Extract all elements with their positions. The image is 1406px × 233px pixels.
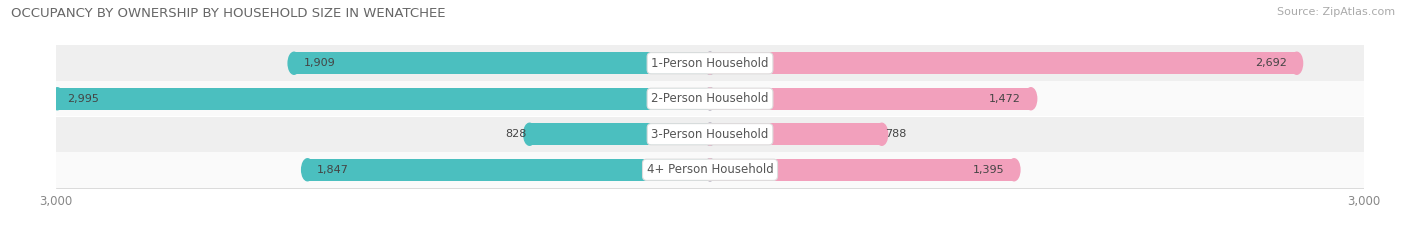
Bar <box>710 88 1031 110</box>
Text: 2-Person Household: 2-Person Household <box>651 92 769 105</box>
Bar <box>308 159 710 181</box>
Text: 3-Person Household: 3-Person Household <box>651 128 769 141</box>
Bar <box>710 159 1014 181</box>
Bar <box>710 52 1296 74</box>
Text: OCCUPANCY BY OWNERSHIP BY HOUSEHOLD SIZE IN WENATCHEE: OCCUPANCY BY OWNERSHIP BY HOUSEHOLD SIZE… <box>11 7 446 20</box>
Ellipse shape <box>1008 159 1019 181</box>
Ellipse shape <box>704 52 716 74</box>
Ellipse shape <box>1291 52 1302 74</box>
Bar <box>56 45 1364 81</box>
Ellipse shape <box>523 123 536 145</box>
Ellipse shape <box>302 159 314 181</box>
Ellipse shape <box>704 123 716 145</box>
Ellipse shape <box>1025 88 1036 110</box>
Ellipse shape <box>876 123 887 145</box>
Ellipse shape <box>52 88 63 110</box>
Ellipse shape <box>288 52 299 74</box>
Ellipse shape <box>704 123 716 145</box>
Ellipse shape <box>704 159 716 181</box>
Text: 1-Person Household: 1-Person Household <box>651 57 769 70</box>
Bar <box>58 88 710 110</box>
Bar <box>56 116 1364 152</box>
Text: 788: 788 <box>884 129 907 139</box>
Ellipse shape <box>704 88 716 110</box>
Bar <box>710 123 882 145</box>
Text: 4+ Person Household: 4+ Person Household <box>647 163 773 176</box>
Text: 1,395: 1,395 <box>973 165 1004 175</box>
Bar <box>530 123 710 145</box>
Ellipse shape <box>704 88 716 110</box>
Ellipse shape <box>704 159 716 181</box>
Text: 1,909: 1,909 <box>304 58 336 68</box>
Bar <box>56 152 1364 188</box>
Text: 1,472: 1,472 <box>990 94 1021 104</box>
Text: 2,692: 2,692 <box>1256 58 1286 68</box>
Text: 2,995: 2,995 <box>67 94 98 104</box>
Text: 1,847: 1,847 <box>318 165 349 175</box>
Text: 828: 828 <box>505 129 526 139</box>
Bar <box>294 52 710 74</box>
Bar <box>56 81 1364 116</box>
Text: Source: ZipAtlas.com: Source: ZipAtlas.com <box>1277 7 1395 17</box>
Ellipse shape <box>704 52 716 74</box>
